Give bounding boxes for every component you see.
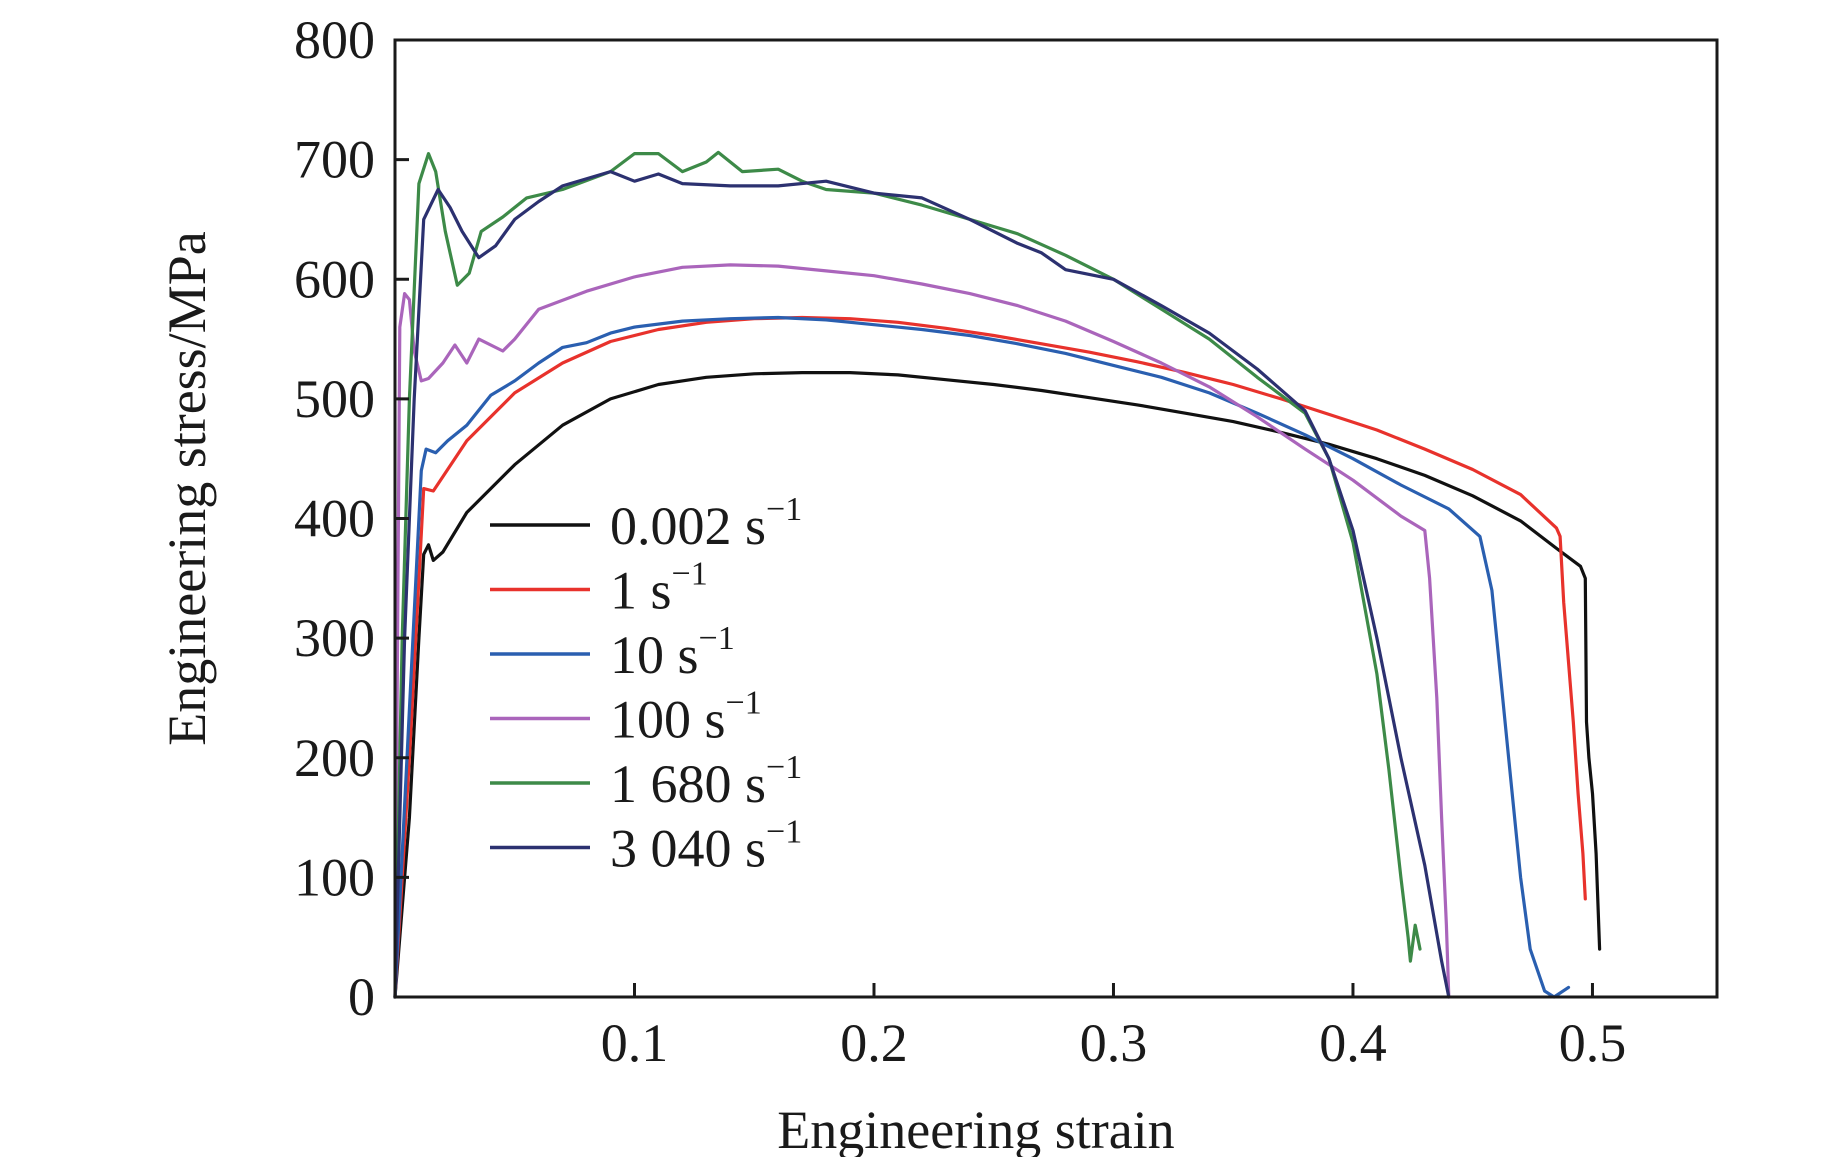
- legend-label-3: 10 s−1: [610, 620, 735, 685]
- y-tick-label: 700: [294, 130, 375, 190]
- legend-label-4: 100 s−1: [610, 685, 762, 750]
- x-tick-label: 0.5: [1559, 1013, 1627, 1073]
- series-line-1: [393, 371, 1602, 999]
- y-tick-label: 0: [348, 967, 375, 1027]
- series-line-4: [393, 263, 1451, 999]
- x-tick-label: 0.1: [601, 1013, 669, 1073]
- ticks-layer: 0.1 0.2 0.3 0.4 0.5 0 100 200 300 400 500 600 700 800: [294, 10, 1626, 1073]
- y-tick-label: 500: [294, 369, 375, 429]
- y-tick-label: 400: [294, 489, 375, 549]
- y-tick-label: 200: [294, 728, 375, 788]
- y-tick-label: 600: [294, 249, 375, 309]
- y-tick-label: 800: [294, 10, 375, 70]
- series-line-2: [393, 315, 1587, 999]
- legend-label-2: 1 s−1: [610, 556, 708, 621]
- legend-label-1: 0.002 s−1: [610, 491, 802, 556]
- legend-label-5: 1 680 s−1: [610, 749, 802, 814]
- x-tick-label: 0.3: [1080, 1013, 1148, 1073]
- series-layer: [393, 150, 1602, 999]
- y-tick-label: 100: [294, 847, 375, 907]
- x-tick-label: 0.4: [1319, 1013, 1387, 1073]
- series-line-5: [393, 150, 1422, 999]
- legend-label-6: 3 040 s−1: [610, 814, 802, 879]
- y-tick-label: 300: [294, 608, 375, 668]
- series-line-6: [393, 170, 1451, 999]
- series-line-3: [393, 315, 1571, 999]
- x-axis-label: Engineering strain: [777, 1100, 1174, 1157]
- x-tick-label: 0.2: [840, 1013, 908, 1073]
- y-axis-label: Engineering stress/MPa: [157, 231, 217, 745]
